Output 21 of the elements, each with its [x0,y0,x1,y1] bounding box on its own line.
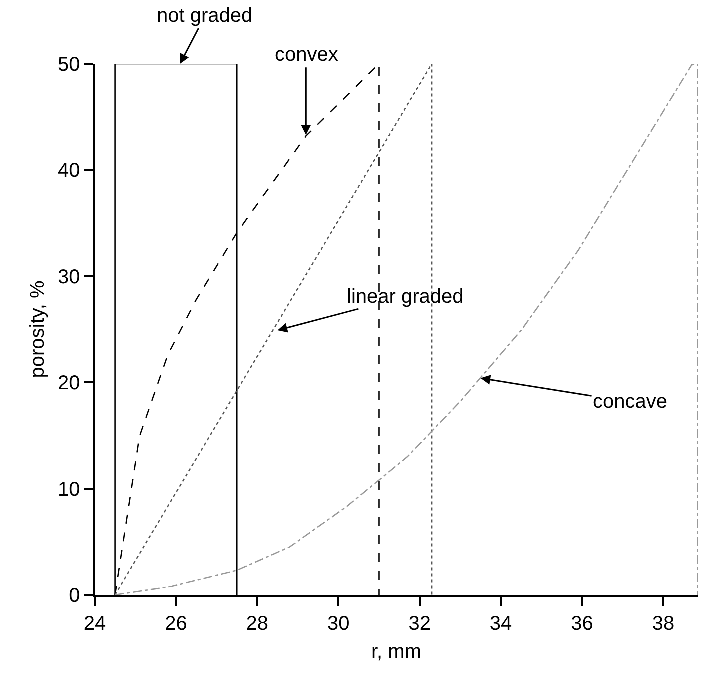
x-tick-label: 24 [84,612,106,635]
annotation: convex [275,44,338,66]
annotation: linear graded [347,286,464,308]
x-tick-label: 38 [652,612,675,635]
y-tick-label: 30 [58,266,80,288]
x-tick-label: 32 [408,612,431,635]
x-tick-label: 34 [490,612,512,635]
annotation: not graded [157,5,253,27]
x-tick-label: 28 [246,612,269,635]
x-axis-title: r, mm [372,640,422,663]
x-tick-label: 30 [328,612,350,635]
y-tick-label: 50 [58,54,80,76]
x-tick-label: 26 [165,612,188,635]
y-tick-label: 10 [58,478,80,501]
annotation: concave [593,391,668,413]
y-tick-label: 20 [58,372,80,395]
y-tick-label: 0 [69,585,80,607]
line-series [114,64,698,595]
x-tick-label: 36 [571,612,594,635]
y-tick-label: 40 [58,160,80,182]
y-axis-title: porosity, % [27,280,49,378]
